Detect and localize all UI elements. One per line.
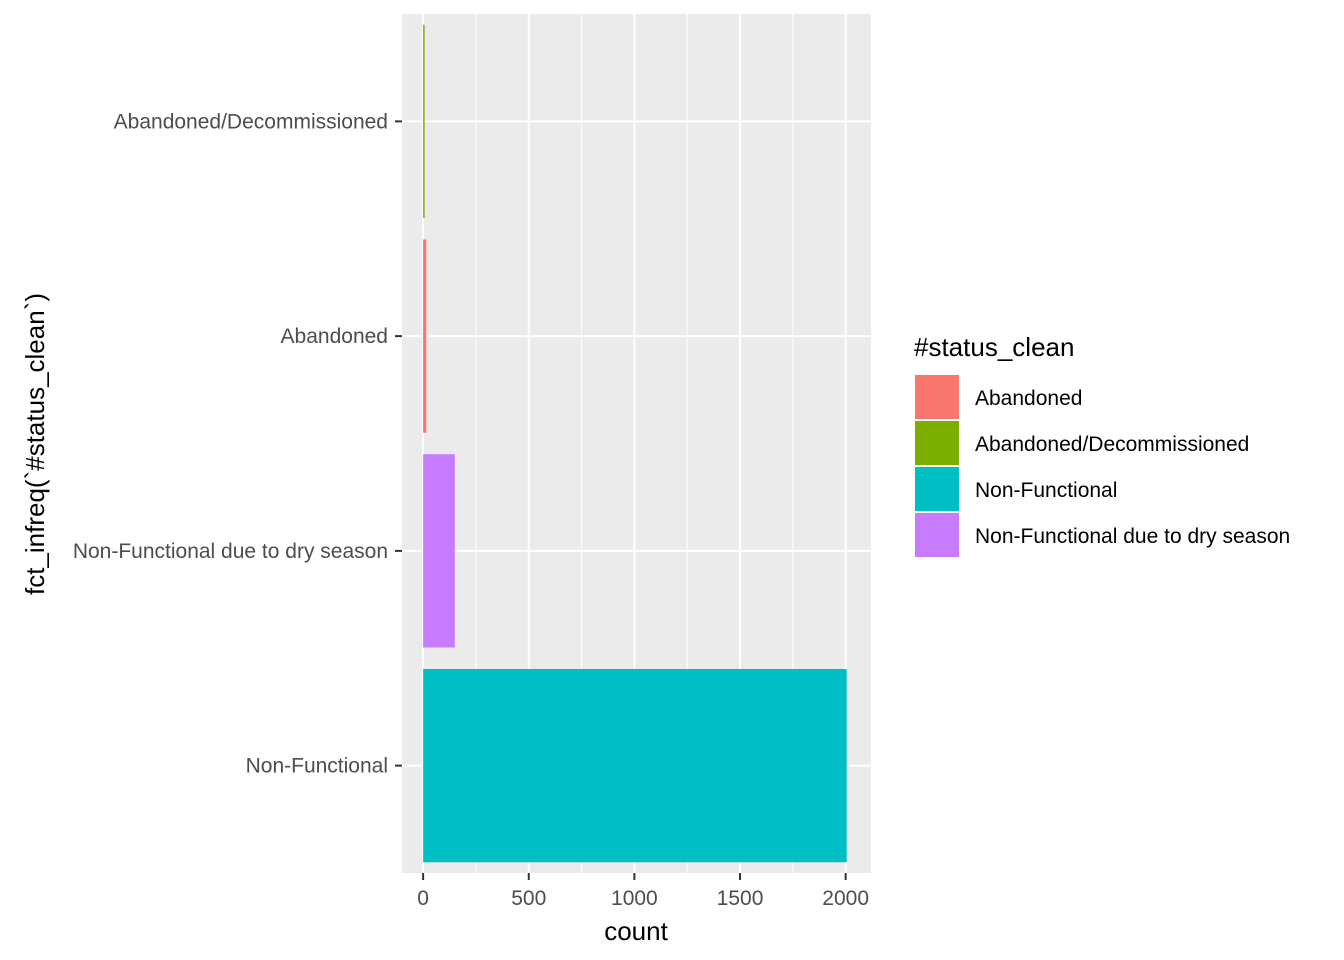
bars: [423, 24, 847, 863]
legend-swatch: [915, 467, 959, 511]
y-tick-label: Non-Functional: [246, 755, 388, 778]
y-tick-label: Abandoned/Decommissioned: [114, 110, 388, 133]
bar: [423, 239, 427, 433]
y-tick-label: Abandoned: [281, 325, 388, 348]
legend-swatch: [915, 375, 959, 419]
legend-label: Non-Functional: [975, 479, 1117, 502]
legend-title: #status_clean: [914, 332, 1074, 362]
legend-label: Non-Functional due to dry season: [975, 525, 1290, 548]
x-tick-label: 1000: [611, 887, 658, 910]
bar: [423, 24, 425, 219]
legend-swatch: [915, 513, 959, 557]
bar: [423, 668, 847, 863]
y-axis-ticks: Non-Functional Non-Functional due to dry …: [73, 110, 402, 778]
x-axis-title: count: [604, 916, 668, 946]
legend: #status_clean Abandoned Abandoned/Decommi…: [914, 332, 1290, 558]
legend-label: Abandoned: [975, 387, 1082, 410]
bar: [423, 454, 455, 648]
x-tick-label: 1500: [717, 887, 764, 910]
legend-label: Abandoned/Decommissioned: [975, 433, 1249, 456]
legend-swatch: [915, 421, 959, 465]
x-axis-ticks: 0 500 1000 1500 2000: [417, 873, 869, 910]
y-tick-label: Non-Functional due to dry season: [73, 540, 388, 563]
x-tick-label: 500: [511, 887, 546, 910]
x-tick-label: 0: [417, 887, 429, 910]
y-axis-title: fct_infreq(`#status_clean`): [20, 293, 50, 595]
x-tick-label: 2000: [822, 887, 869, 910]
